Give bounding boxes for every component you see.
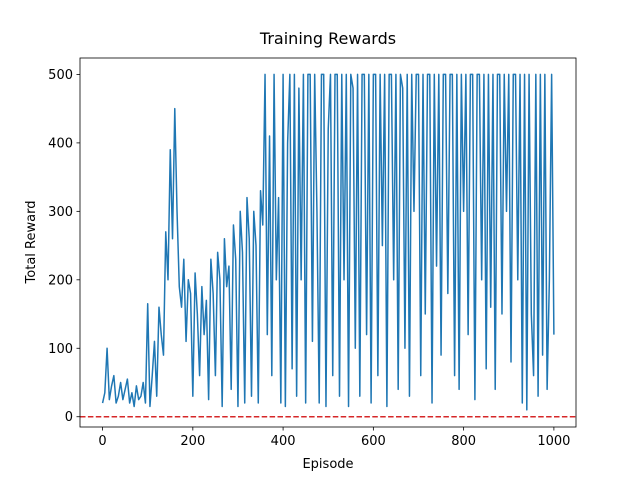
y-tick-label: 500 [48, 68, 73, 83]
y-tick-label: 300 [48, 205, 73, 220]
x-tick-label: 1000 [537, 434, 570, 449]
y-tick-label: 100 [48, 342, 73, 357]
y-axis-label: Total Reward [24, 201, 39, 285]
y-tick-label: 200 [48, 273, 73, 288]
x-tick-label: 200 [180, 434, 205, 449]
x-tick-label: 0 [98, 434, 106, 449]
x-tick-label: 600 [361, 434, 386, 449]
y-tick-label: 0 [65, 410, 73, 425]
y-tick-label: 400 [48, 136, 73, 151]
chart-title: Training Rewards [259, 29, 396, 48]
plot-frame [79, 57, 577, 428]
x-tick-label: 400 [271, 434, 296, 449]
reward-line [101, 73, 555, 411]
x-tick-label: 800 [451, 434, 476, 449]
x-axis-label: Episode [302, 457, 353, 472]
